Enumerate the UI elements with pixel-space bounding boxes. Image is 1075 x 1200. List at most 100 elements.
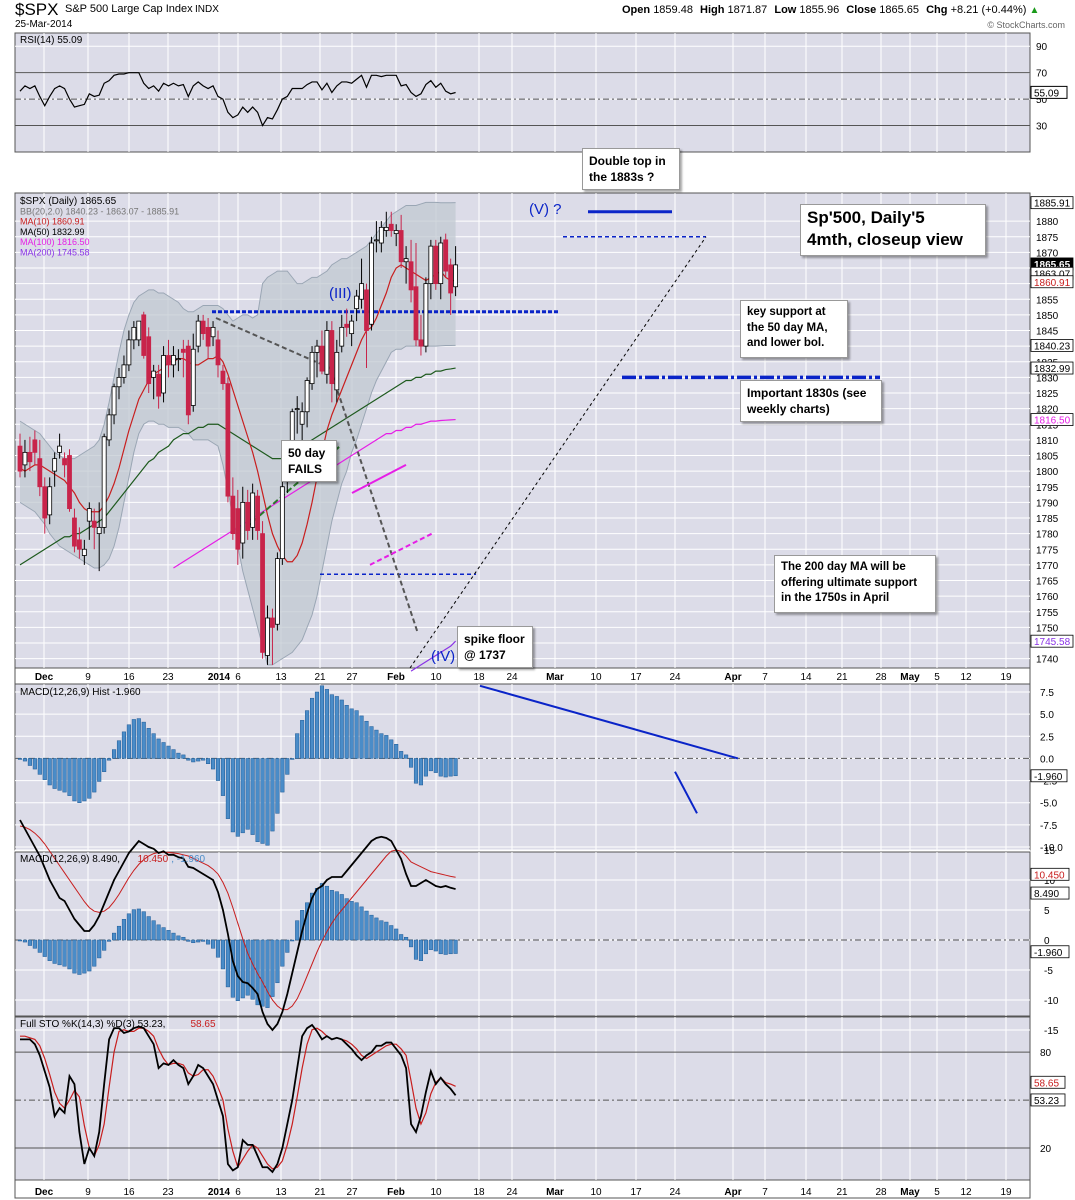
- hist-bar: [72, 758, 77, 802]
- candle-body: [344, 323, 350, 328]
- exchange: INDX: [195, 4, 219, 15]
- x-tick-bottom: 12: [960, 1187, 972, 1198]
- candle-body: [62, 458, 67, 466]
- price-value-text: 1865.65: [1034, 260, 1071, 271]
- candle-body: [339, 326, 345, 347]
- candle-body: [136, 320, 142, 341]
- x-tick-bottom: 28: [875, 1187, 887, 1198]
- wave-iii-label: (III): [329, 285, 352, 302]
- x-tick-top: 17: [630, 672, 642, 683]
- candle-body: [185, 345, 191, 416]
- hist-tick: 5.0: [1040, 710, 1054, 721]
- title-line1: Sp'500, Daily'5: [807, 208, 925, 227]
- candle: [171, 346, 176, 378]
- macd-hist-bar: [290, 939, 295, 942]
- macd-hist-bar: [354, 902, 359, 941]
- candle-body: [200, 320, 206, 335]
- hist-bar: [107, 758, 112, 761]
- candle: [393, 224, 399, 247]
- macd-hist-bar: [413, 939, 419, 960]
- sto-value-tag: [1030, 1075, 1066, 1089]
- hist-bar: [359, 715, 364, 759]
- price-tick: 1755: [1036, 608, 1059, 619]
- candle: [72, 508, 77, 553]
- macd-hist-bar: [215, 939, 221, 958]
- hist-bar: [191, 758, 196, 763]
- rsi-value-tag: [1030, 85, 1068, 99]
- candle: [225, 377, 231, 503]
- candle-body: [57, 445, 62, 453]
- macd-tick: 10: [1044, 876, 1056, 887]
- macd-hist-bar: [280, 939, 285, 967]
- macd-hist-bar: [443, 939, 448, 955]
- hist-bar: [344, 705, 349, 759]
- candle-body: [17, 445, 23, 472]
- hist-bar: [156, 738, 161, 759]
- macd-tick: 15: [1044, 846, 1056, 857]
- macd-value-text: -1.960: [1034, 948, 1063, 959]
- candle: [180, 339, 186, 378]
- macd-hist-bar: [176, 935, 181, 941]
- hist-bar: [27, 758, 32, 766]
- key-support-line2: the 50 day MA,: [747, 321, 828, 334]
- title-annotation: Sp'500, Daily'5 4mth, closeup view: [800, 204, 986, 256]
- candle: [86, 502, 92, 540]
- fails-line1: 50 day: [288, 446, 326, 460]
- macd-hist-bar: [107, 939, 112, 942]
- hist-bar: [384, 735, 389, 759]
- price-value-tag: [1030, 361, 1074, 375]
- x-tick-top: 10: [590, 672, 602, 683]
- important-line2: weekly charts): [747, 402, 830, 417]
- x-tick-bottom: 14: [800, 1187, 812, 1198]
- ma200-line2: offering ultimate support: [781, 576, 918, 589]
- hist-bar: [300, 720, 305, 759]
- macd-hist-bar: [433, 939, 438, 952]
- candle: [398, 214, 404, 268]
- candle-body: [304, 380, 310, 413]
- candle: [32, 430, 38, 465]
- candle-body: [240, 501, 246, 544]
- candle-body: [116, 376, 122, 388]
- macd-value-text: 8.490: [1034, 889, 1059, 900]
- price-tick: 1740: [1036, 655, 1059, 666]
- macd-hist-bar: [151, 920, 156, 941]
- candle-body: [448, 264, 454, 294]
- sto-tick: 80: [1040, 1048, 1052, 1059]
- price-legend-item: MA(200) 1745.58: [20, 248, 90, 258]
- low-value: 1855.96: [799, 4, 840, 16]
- hist-bar: [47, 758, 52, 786]
- macd-hist-bar: [245, 939, 250, 996]
- macd-hist-bar: [102, 939, 107, 951]
- x-tick-bottom: 21: [314, 1187, 326, 1198]
- rsi-tick: 30: [1036, 122, 1048, 133]
- candle-body: [438, 242, 444, 285]
- hist-bar: [92, 758, 97, 793]
- candle: [309, 346, 315, 390]
- hist-label: MACD(12,26,9) Hist -1.960: [20, 687, 141, 698]
- hist-bar: [413, 758, 419, 784]
- price-tick: 1870: [1036, 248, 1059, 259]
- candle: [265, 605, 270, 665]
- price-tick: 1780: [1036, 530, 1059, 541]
- price-tick: 1795: [1036, 483, 1059, 494]
- symbol: $SPX: [15, 0, 59, 19]
- hist-bar: [295, 733, 300, 759]
- price-tick: 1845: [1036, 327, 1059, 338]
- price-tick: 1775: [1036, 545, 1059, 556]
- hist-bar: [324, 689, 329, 759]
- candle: [443, 233, 449, 278]
- macd-hist-bar: [77, 939, 82, 975]
- hist-bar: [389, 739, 394, 759]
- macd-hist-bar: [324, 885, 329, 941]
- macd-hist-bar: [171, 932, 176, 941]
- candle-body: [225, 383, 231, 497]
- hist-bar: [82, 758, 87, 802]
- hist-bar: [448, 758, 453, 777]
- rsi-line: [19, 72, 456, 127]
- macd-hist-bar: [206, 939, 211, 945]
- candle: [423, 277, 429, 353]
- high-value: 1871.87: [727, 4, 768, 16]
- x-tick-top: 24: [506, 672, 518, 683]
- candle-body: [220, 370, 226, 385]
